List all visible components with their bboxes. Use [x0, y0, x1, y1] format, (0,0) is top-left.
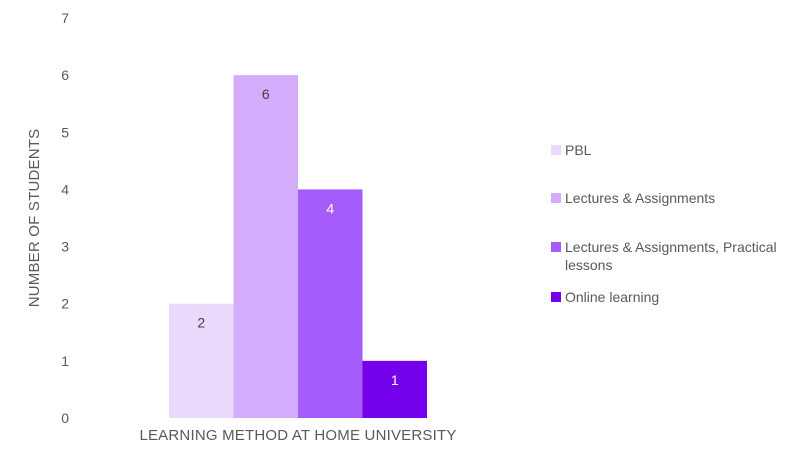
data-label: 4 [326, 200, 334, 216]
bar [362, 360, 427, 418]
y-tick-label: 7 [61, 10, 69, 26]
legend-label: PBL [565, 142, 592, 158]
legend-label: Lectures & Assignments [565, 190, 716, 206]
legend-label: Online learning [565, 289, 660, 305]
data-label: 2 [197, 315, 205, 331]
y-tick-label: 6 [61, 67, 69, 83]
legend-swatch [551, 242, 561, 252]
legend-swatch [551, 193, 561, 203]
legend-swatch [551, 145, 561, 155]
y-tick-label: 5 [61, 124, 69, 140]
data-label: 6 [262, 86, 270, 102]
legend-item-pbl: PBL [551, 141, 591, 159]
y-tick-label: 1 [61, 353, 69, 369]
y-tick-label: 3 [61, 239, 69, 255]
bar [298, 189, 363, 418]
bar [169, 303, 234, 418]
y-axis-ticks: 0 1 2 3 4 5 6 7 [61, 10, 69, 426]
legend-item-online-learning: Online learning [551, 288, 659, 306]
data-labels: 2 6 4 1 [197, 86, 399, 388]
y-tick-label: 0 [61, 410, 69, 426]
x-axis-title: LEARNING METHOD AT HOME UNIVERSITY [139, 427, 456, 444]
data-label: 1 [391, 372, 399, 388]
y-tick-label: 2 [61, 296, 69, 312]
legend-label: Lectures & Assignments, Practical lesson… [565, 239, 777, 273]
legend-swatch [551, 292, 561, 302]
y-tick-label: 4 [61, 181, 69, 197]
bars [169, 75, 427, 419]
legend-item-lectures-assignments-practical: Lectures & Assignments, Practical lesson… [551, 238, 795, 274]
bar [233, 75, 298, 419]
legend: PBL Lectures & Assignments Lectures & As… [551, 0, 800, 465]
y-axis-title: NUMBER OF STUDENTS [26, 129, 43, 308]
legend-item-lectures-assignments: Lectures & Assignments [551, 189, 715, 207]
